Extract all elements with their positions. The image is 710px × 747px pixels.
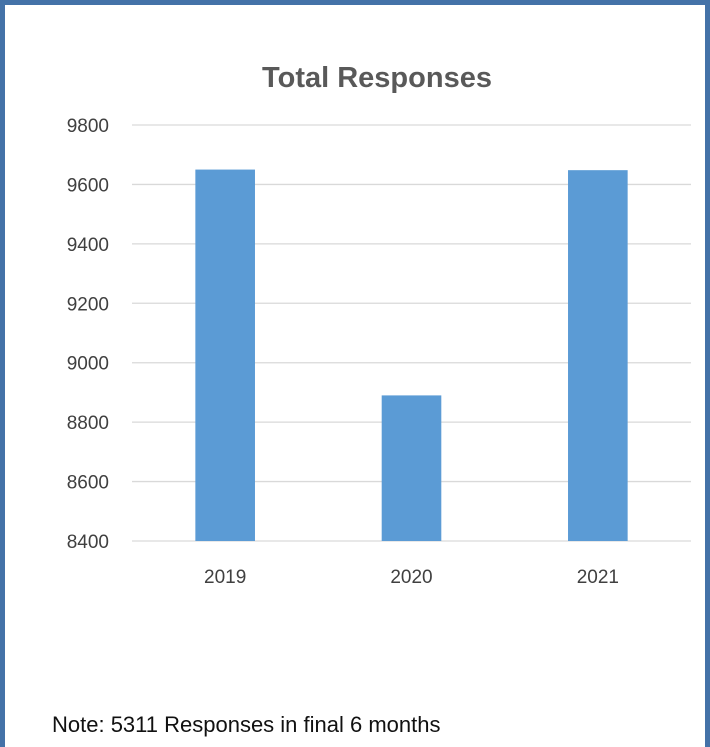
bars [195,169,628,542]
footnote: Note: 5311 Responses in final 6 months [52,712,441,737]
bar-2020 [381,395,442,541]
y-tick-label: 9000 [67,354,109,375]
chart-title: Total Responses [262,62,492,94]
bar-2021 [568,170,628,541]
y-tick-label: 9200 [67,294,109,315]
x-tick-label: 2021 [577,567,619,588]
x-axis-ticks: 2019 2020 2021 [204,567,619,588]
y-tick-label: 9800 [67,116,109,137]
y-tick-label: 9400 [67,235,109,256]
x-tick-label: 2019 [204,567,246,588]
y-tick-label: 8800 [67,413,109,434]
y-axis-ticks: 8400 8600 8800 9000 9200 9400 9600 9800 [67,116,109,553]
y-tick-label: 8600 [67,473,109,494]
bar-chart: Total Responses 8400 8600 8800 9000 9200 9400… [67,62,691,588]
y-tick-label: 8400 [67,532,109,553]
y-tick-label: 9600 [67,175,109,196]
bar-2019 [195,169,255,542]
x-tick-label: 2020 [390,567,432,588]
